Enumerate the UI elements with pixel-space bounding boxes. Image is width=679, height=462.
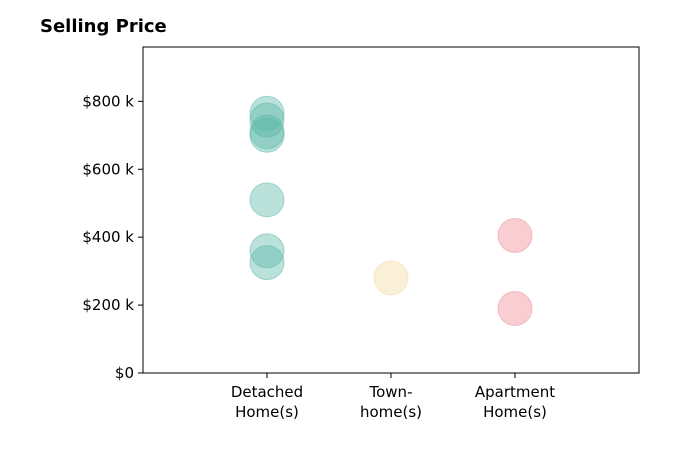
chart-title: Selling Price [40, 16, 167, 37]
y-axis: $0 $200 k $400 k $600 k $800 k [82, 92, 143, 382]
data-point [497, 217, 533, 253]
data-point [373, 260, 409, 296]
data-point [249, 245, 285, 281]
y-tick-label: $400 k [82, 228, 134, 246]
data-point [249, 117, 285, 153]
x-tick-label: Town-home(s) [360, 383, 422, 421]
data-point [497, 290, 533, 326]
data-point [249, 233, 285, 269]
data-point [249, 182, 285, 218]
y-tick-label: $0 [115, 364, 134, 382]
x-tick-label: Detached Home(s) [231, 383, 303, 421]
data-point [249, 102, 285, 138]
x-axis: Detached Home(s) Town-home(s) Apartment Home… [231, 373, 555, 421]
x-tick-label: Apartment Home(s) [475, 383, 555, 421]
y-tick-label: $600 k [82, 160, 134, 178]
y-tick-label: $800 k [82, 92, 134, 110]
y-tick-label: $200 k [82, 296, 134, 314]
data-points [249, 95, 533, 326]
plot-frame [142, 46, 640, 374]
